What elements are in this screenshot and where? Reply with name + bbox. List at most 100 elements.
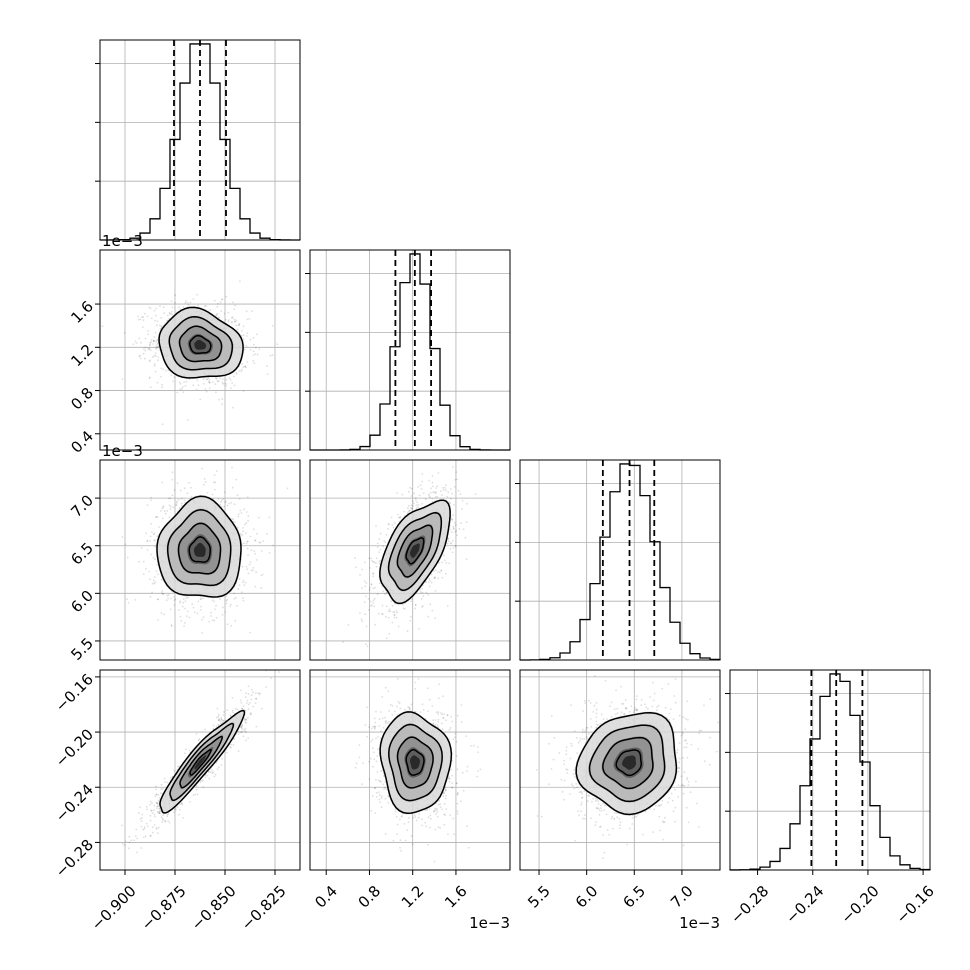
scatter-point bbox=[184, 300, 187, 302]
scatter-point bbox=[217, 719, 220, 721]
scatter-point bbox=[146, 539, 149, 542]
scatter-point bbox=[162, 593, 165, 596]
scatter-point bbox=[391, 604, 394, 607]
scatter-point bbox=[242, 527, 245, 529]
scatter-point bbox=[387, 523, 390, 525]
scatter-point bbox=[162, 819, 165, 821]
scatter-point bbox=[185, 597, 188, 600]
scatter-point bbox=[184, 301, 187, 304]
scatter-point bbox=[224, 500, 227, 503]
scatter-point bbox=[250, 549, 253, 552]
scatter-point bbox=[138, 806, 141, 809]
scatter-point bbox=[395, 616, 398, 619]
scatter-point bbox=[238, 577, 241, 580]
scatter-point bbox=[213, 775, 216, 778]
scatter-point bbox=[379, 559, 382, 562]
scatter-point bbox=[255, 725, 258, 728]
scatter-point bbox=[237, 750, 240, 752]
density-2-1 bbox=[342, 466, 477, 648]
scatter-point bbox=[223, 312, 226, 315]
scatter-point bbox=[406, 630, 409, 633]
scatter-point bbox=[134, 599, 137, 601]
scatter-point bbox=[370, 605, 372, 607]
scatter-point bbox=[254, 353, 257, 355]
scatter-point bbox=[243, 508, 246, 511]
scatter-point bbox=[208, 381, 210, 384]
scatter-point bbox=[240, 731, 243, 733]
scatter-point bbox=[257, 516, 260, 519]
scatter-point bbox=[421, 605, 424, 607]
histogram-1 bbox=[310, 253, 510, 451]
scatter-point bbox=[461, 499, 464, 502]
scatter-point bbox=[154, 545, 157, 548]
scatter-point bbox=[179, 489, 182, 492]
scatter-point bbox=[146, 315, 149, 318]
scatter-point bbox=[142, 573, 145, 575]
scatter-point bbox=[159, 324, 161, 327]
scatter-point bbox=[449, 548, 452, 550]
scatter-point bbox=[151, 831, 154, 834]
scatter-point bbox=[138, 355, 141, 358]
scatter-point bbox=[442, 486, 444, 489]
scatter-point bbox=[171, 494, 174, 497]
scatter-point bbox=[177, 498, 180, 501]
scatter-point bbox=[464, 536, 467, 539]
scatter-point bbox=[178, 808, 181, 811]
scatter-point bbox=[188, 749, 191, 752]
scatter-point bbox=[215, 391, 217, 394]
scatter-point bbox=[173, 599, 176, 601]
scatter-point bbox=[452, 466, 454, 468]
scatter-point bbox=[184, 607, 186, 610]
scatter-point bbox=[170, 624, 173, 626]
scatter-point bbox=[245, 345, 248, 347]
scatter-point bbox=[156, 811, 159, 814]
scatter-point bbox=[213, 474, 216, 476]
scatter-point bbox=[451, 551, 454, 554]
scatter-point bbox=[153, 340, 155, 342]
scatter-point bbox=[374, 623, 377, 626]
scatter-point bbox=[428, 578, 431, 580]
scatter-point bbox=[161, 787, 164, 790]
scatter-point bbox=[127, 602, 130, 604]
scatter-point bbox=[220, 764, 223, 766]
scatter-point bbox=[250, 688, 253, 691]
panel-1-1 bbox=[305, 249, 511, 451]
scatter-point bbox=[222, 498, 225, 500]
scatter-point bbox=[410, 487, 413, 490]
scatter-point bbox=[385, 637, 388, 640]
scatter-point bbox=[247, 519, 250, 522]
scatter-point bbox=[149, 307, 152, 310]
scatter-point bbox=[389, 610, 391, 613]
contour-2-0-1 bbox=[177, 522, 222, 575]
scatter-point bbox=[167, 813, 170, 815]
scatter-point bbox=[372, 601, 375, 604]
scatter-point bbox=[248, 317, 251, 320]
scatter-point bbox=[138, 337, 141, 340]
scatter-point bbox=[181, 502, 183, 505]
scatter-point bbox=[258, 348, 261, 350]
scatter-point bbox=[197, 384, 200, 387]
scatter-point bbox=[157, 803, 159, 806]
scatter-point bbox=[169, 508, 172, 510]
scatter-point bbox=[250, 698, 253, 701]
scatter-point bbox=[170, 505, 172, 508]
scatter-point bbox=[216, 305, 219, 308]
scatter-point bbox=[165, 599, 168, 602]
scatter-point bbox=[195, 388, 198, 391]
scatter-point bbox=[421, 503, 423, 505]
scatter-point bbox=[421, 587, 423, 590]
scatter-point bbox=[178, 765, 181, 768]
scatter-point bbox=[166, 510, 169, 512]
scatter-point bbox=[419, 484, 422, 486]
scatter-point bbox=[268, 552, 271, 554]
frame-2-1 bbox=[309, 459, 511, 661]
scatter-point bbox=[253, 343, 255, 346]
scatter-point bbox=[441, 576, 444, 579]
scatter-point bbox=[237, 513, 240, 515]
scatter-point bbox=[228, 377, 231, 380]
scatter-point bbox=[200, 605, 202, 608]
scatter-point bbox=[171, 306, 174, 309]
scatter-point bbox=[163, 312, 166, 315]
scatter-point bbox=[144, 337, 147, 340]
